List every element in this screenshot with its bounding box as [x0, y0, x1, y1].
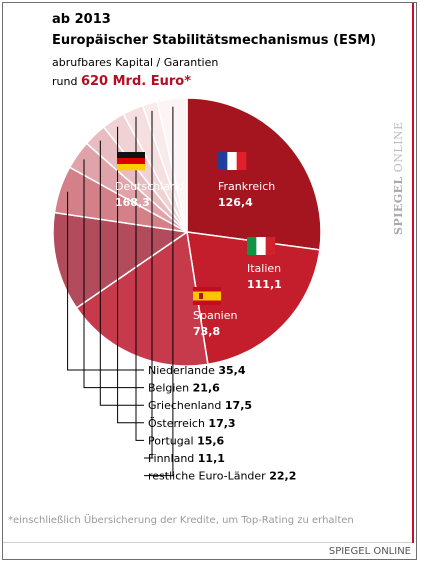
footnote: *einschließlich Übersicherung der Kredit…: [8, 515, 354, 526]
pie-chart: Deutschland 168,3 Frankreich 126,4 Italien 11…: [52, 97, 322, 483]
legend-name: Belgien: [148, 382, 193, 395]
legend-niederlande: Niederlande 35,4: [148, 364, 246, 377]
leader-lines: [67, 106, 174, 477]
slice-labels: Deutschland 168,3 Frankreich 126,4 Italien 11…: [115, 152, 282, 338]
flag-de-icon: [117, 152, 145, 171]
legend-value: 35,4: [218, 364, 245, 377]
flag-es-icon: [193, 287, 221, 305]
flag-it-icon: [247, 237, 276, 255]
legend-value: 22,2: [269, 470, 296, 483]
legend-name: Niederlande: [148, 364, 218, 377]
slice-frankreich: [186, 231, 321, 366]
leader-portugal: [135, 116, 144, 441]
legend-value: 17,5: [225, 399, 252, 412]
slice-deutschland: [186, 97, 322, 251]
value-italien: 111,1: [247, 278, 282, 291]
legend-name: restliche Euro-Länder: [148, 470, 269, 483]
leader-griechenland: [99, 140, 144, 406]
total-prefix: rund: [52, 75, 78, 88]
legend-value: 15,6: [197, 434, 224, 447]
leader-niederlande: [67, 191, 144, 371]
footer-divider: [3, 542, 412, 543]
legend-name: Österreich: [148, 417, 208, 430]
legend-österreich: Österreich 17,3: [148, 417, 236, 430]
legend-value: 21,6: [193, 382, 220, 395]
legend-restliche-euro-länder: restliche Euro-Länder 22,2: [148, 470, 296, 483]
leader-österreich: [117, 126, 144, 424]
label-frankreich: Frankreich: [218, 180, 275, 193]
accent-line: [412, 3, 414, 543]
legend-name: Portugal: [148, 434, 197, 447]
value-frankreich: 126,4: [218, 196, 253, 209]
leader-finnland: [144, 110, 153, 459]
chart-title: Europäischer Stabilitätsmechanismus (ESM…: [52, 33, 377, 48]
flag-fr-icon: [218, 152, 247, 170]
value-spanien: 73,8: [193, 325, 220, 338]
slice-spanien: [52, 211, 190, 309]
label-spanien: Spanien: [193, 309, 238, 322]
value-deutschland: 168,3: [115, 196, 150, 209]
label-italien: Italien: [247, 262, 281, 275]
total-value: 620 Mrd. Euro*: [80, 74, 192, 89]
legend-value: 11,1: [198, 452, 225, 465]
legend-portugal: Portugal 15,6: [148, 434, 225, 447]
label-deutschland: Deutschland: [115, 180, 184, 193]
legend-belgien: Belgien 21,6: [148, 382, 220, 395]
total-line: rund 620 Mrd. Euro*: [52, 74, 191, 89]
legend-value: 17,3: [208, 417, 235, 430]
graphic-frame: [2, 2, 417, 560]
legend-name: Griechenland: [148, 399, 225, 412]
leader-belgien: [83, 159, 144, 389]
year-label: ab 2013: [52, 12, 111, 27]
pie-slices: [52, 97, 322, 367]
leader-restliche-euro-länder: [144, 106, 174, 477]
footer-brand: SPIEGEL ONLINE: [328, 546, 411, 557]
outside-labels: Niederlande 35,4 Belgien 21,6 Griechenland…: [148, 364, 296, 483]
slice-restliche-euro-länder: [156, 97, 188, 233]
legend-finnland: Finnland 11,1: [148, 452, 225, 465]
chart-subtitle: abrufbares Kapital / Garantien: [52, 56, 219, 69]
legend-name: Finnland: [148, 452, 198, 465]
legend-griechenland: Griechenland 17,5: [148, 399, 252, 412]
